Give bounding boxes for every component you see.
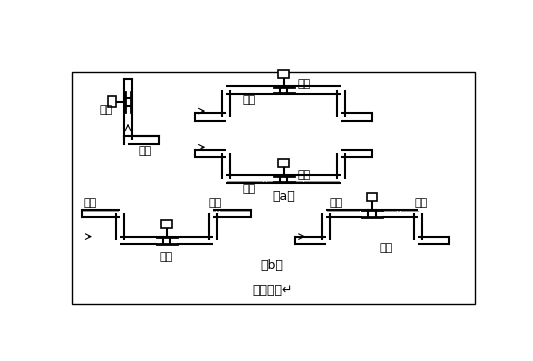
Bar — [362, 210, 382, 217]
Text: 液体: 液体 — [243, 184, 255, 194]
Bar — [72, 72, 474, 304]
Text: （a）: （a） — [272, 190, 295, 203]
Text: 正确: 正确 — [100, 105, 113, 114]
Bar — [125, 92, 131, 112]
Bar — [157, 238, 176, 244]
Text: 错误: 错误 — [297, 170, 311, 180]
Bar — [161, 221, 172, 228]
Text: （b）: （b） — [261, 259, 284, 272]
Bar — [278, 70, 289, 78]
Text: 液体: 液体 — [139, 146, 151, 156]
Text: 气泡: 气泡 — [330, 199, 343, 209]
Bar — [273, 176, 294, 182]
Text: 气泡: 气泡 — [83, 199, 96, 209]
Bar — [273, 87, 294, 93]
Text: 错误: 错误 — [380, 243, 393, 253]
Text: 正确: 正确 — [160, 252, 173, 262]
Bar — [278, 159, 289, 166]
Text: 图（四）↵: 图（四）↵ — [253, 284, 293, 297]
Text: 正确: 正确 — [297, 79, 311, 89]
Text: 液体: 液体 — [243, 95, 255, 105]
Text: 气泡: 气泡 — [209, 199, 222, 209]
Bar — [367, 193, 377, 201]
Text: 气泡: 气泡 — [415, 199, 427, 209]
Bar — [108, 96, 116, 107]
